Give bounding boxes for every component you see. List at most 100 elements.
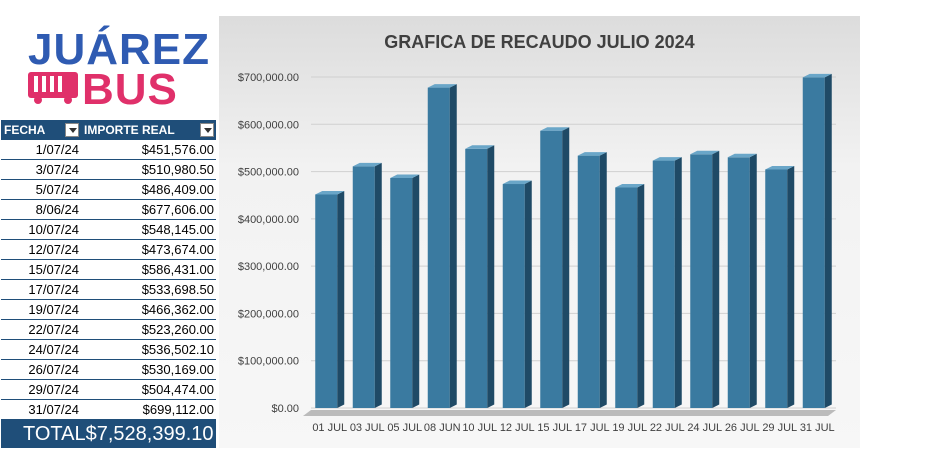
cell-fecha[interactable]: 5/07/24 [35, 182, 79, 197]
cell-importe[interactable]: $533,698.50 [141, 282, 214, 297]
x-tick-label: 01 JUL [312, 422, 347, 434]
y-tick-label: $400,000.00 [238, 214, 299, 226]
bar-front [615, 187, 638, 408]
bar-side [374, 162, 382, 408]
cell-fecha[interactable]: 22/07/24 [28, 322, 79, 337]
cell-importe[interactable]: $451,576.00 [141, 142, 214, 157]
bar-12-jul[interactable] [502, 180, 532, 408]
bar-05-jul[interactable] [390, 174, 420, 408]
cell-importe[interactable]: $510,980.50 [141, 162, 214, 177]
bar-side [562, 127, 570, 409]
cell-fecha[interactable]: 24/07/24 [28, 342, 79, 357]
logo-line1: JUÁREZ [28, 25, 211, 74]
bar-front [352, 166, 375, 408]
bar-top [427, 84, 457, 88]
cell-fecha[interactable]: 8/06/24 [35, 202, 79, 217]
bar-top [540, 127, 570, 131]
bar-26-jul[interactable] [727, 153, 757, 408]
total-row: TOTAL $7,528,399.10 [1, 420, 216, 448]
table-row[interactable]: 29/07/24 $504,474.00 [1, 380, 216, 400]
bar-19-jul[interactable] [615, 183, 645, 408]
y-tick-label: $600,000.00 [238, 119, 299, 131]
bar-top [577, 152, 607, 156]
header-importe[interactable]: IMPORTE REAL [81, 120, 216, 140]
y-tick-label: $300,000.00 [238, 261, 299, 273]
bar-31-jul[interactable] [802, 73, 832, 409]
cell-importe[interactable]: $523,260.00 [141, 322, 214, 337]
bar-08-jun[interactable] [427, 84, 457, 408]
cell-importe[interactable]: $466,362.00 [141, 302, 214, 317]
bar-24-jul[interactable] [690, 150, 720, 408]
x-tick-label: 17 JUL [575, 422, 610, 434]
bar-top [352, 162, 382, 167]
bar-top [315, 190, 345, 195]
cell-importe[interactable]: $536,502.10 [141, 342, 214, 357]
bar-22-jul[interactable] [652, 157, 682, 408]
cell-importe[interactable]: $486,409.00 [141, 182, 214, 197]
table-row[interactable]: 10/07/24 $548,145.00 [1, 220, 216, 240]
cell-importe[interactable]: $473,674.00 [141, 242, 214, 257]
cell-fecha[interactable]: 26/07/24 [28, 362, 79, 377]
bar-front [315, 194, 338, 408]
bus-icon [28, 72, 78, 104]
cell-importe[interactable]: $530,169.00 [141, 362, 214, 377]
bar-29-jul[interactable] [765, 165, 795, 408]
table-body: 1/07/24 $451,576.00 3/07/24 $510,980.50 5/07… [1, 140, 216, 420]
y-tick-label: $0.00 [271, 403, 299, 415]
bar-03-jul[interactable] [352, 162, 382, 408]
x-tick-label: 22 JUL [650, 422, 685, 434]
cell-fecha[interactable]: 31/07/24 [28, 402, 79, 417]
bar-front [502, 184, 525, 408]
x-tick-label: 03 JUL [350, 422, 385, 434]
cell-fecha[interactable]: 10/07/24 [28, 222, 79, 237]
table-row[interactable]: 5/07/24 $486,409.00 [1, 180, 216, 200]
table-row[interactable]: 31/07/24 $699,112.00 [1, 400, 216, 420]
cell-fecha[interactable]: 17/07/24 [28, 282, 79, 297]
cell-importe[interactable]: $548,145.00 [141, 222, 214, 237]
cell-fecha[interactable]: 3/07/24 [35, 162, 79, 177]
bar-side [524, 180, 532, 408]
cell-importe[interactable]: $677,606.00 [141, 202, 214, 217]
x-tick-label: 29 JUL [762, 422, 797, 434]
cell-importe[interactable]: $586,431.00 [141, 262, 214, 277]
table-row[interactable]: 24/07/24 $536,502.10 [1, 340, 216, 360]
bar-top [652, 157, 682, 161]
cell-fecha[interactable]: 29/07/24 [28, 382, 79, 397]
bar-10-jul[interactable] [465, 145, 495, 408]
bar-side [712, 150, 720, 408]
cell-fecha[interactable]: 1/07/24 [35, 142, 79, 157]
cell-fecha[interactable]: 15/07/24 [28, 262, 79, 277]
cell-importe[interactable]: $699,112.00 [142, 402, 214, 417]
filter-dropdown-icon[interactable] [65, 123, 79, 137]
table-row[interactable]: 22/07/24 $523,260.00 [1, 320, 216, 340]
bar-top [802, 73, 832, 78]
table-row[interactable]: 19/07/24 $466,362.00 [1, 300, 216, 320]
filter-dropdown-icon[interactable] [200, 123, 214, 137]
table-row[interactable]: 26/07/24 $530,169.00 [1, 360, 216, 380]
bar-front [540, 130, 563, 408]
revenue-chart[interactable]: GRAFICA DE RECAUDO JULIO 2024 $0.00 $100,… [219, 16, 860, 448]
x-tick-label: 10 JUL [462, 422, 497, 434]
bar-front [427, 87, 450, 408]
table-row[interactable]: 1/07/24 $451,576.00 [1, 140, 216, 160]
cell-fecha[interactable]: 19/07/24 [28, 302, 79, 317]
bar-01-jul[interactable] [315, 190, 345, 408]
cell-fecha[interactable]: 12/07/24 [28, 242, 79, 257]
y-tick-label: $100,000.00 [238, 356, 299, 368]
header-fecha[interactable]: FECHA [1, 120, 81, 140]
table-row[interactable]: 15/07/24 $586,431.00 [1, 260, 216, 280]
bar-front [390, 177, 413, 408]
y-tick-label: $500,000.00 [238, 167, 299, 179]
cell-importe[interactable]: $504,474.00 [141, 382, 214, 397]
table-row[interactable]: 12/07/24 $473,674.00 [1, 240, 216, 260]
juarez-bus-logo: JUÁREZ BUS [26, 28, 209, 112]
x-tick-label: 12 JUL [500, 422, 535, 434]
total-label: TOTAL [23, 422, 86, 445]
total-value: $7,528,399.10 [85, 422, 214, 445]
bar-top [390, 174, 420, 178]
table-row[interactable]: 3/07/24 $510,980.50 [1, 160, 216, 180]
table-row[interactable]: 17/07/24 $533,698.50 [1, 280, 216, 300]
bar-17-jul[interactable] [577, 152, 607, 408]
bar-15-jul[interactable] [540, 127, 570, 409]
table-row[interactable]: 8/06/24 $677,606.00 [1, 200, 216, 220]
